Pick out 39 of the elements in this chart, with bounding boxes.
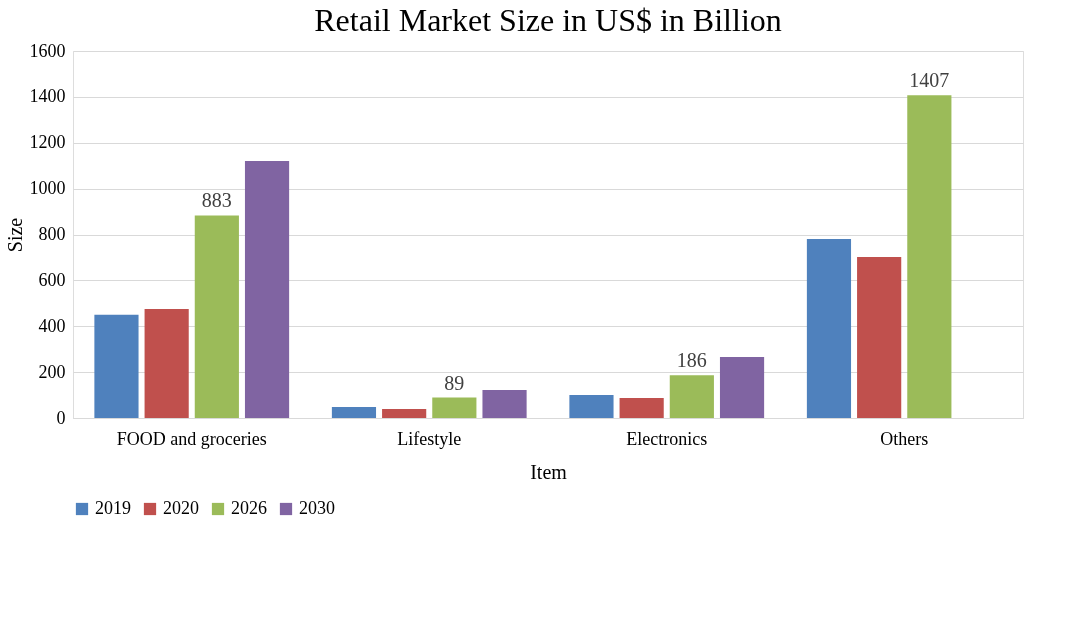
- y-tick-label: 400: [38, 315, 66, 336]
- y-tick-label: 0: [56, 407, 66, 428]
- bar: [432, 397, 477, 418]
- y-tick-label: 800: [38, 224, 66, 244]
- x-tick-label: Electronics: [626, 428, 708, 449]
- y-tick-label: 600: [38, 269, 66, 290]
- y-tick-label: 1000: [29, 178, 66, 199]
- bar: [94, 314, 139, 418]
- x-tick-label: Lifestyle: [397, 428, 462, 449]
- bar: [331, 406, 377, 418]
- bar: [619, 398, 664, 418]
- bar: [382, 409, 427, 418]
- bar: [907, 95, 952, 418]
- bar: [482, 390, 527, 418]
- data-label: 186: [676, 349, 707, 372]
- x-axis-title: Item: [530, 460, 568, 483]
- x-tick-label: FOOD and groceries: [116, 428, 267, 449]
- legend-label: 2020: [163, 498, 199, 518]
- bar: [806, 239, 852, 418]
- y-tick-label: 200: [38, 361, 66, 382]
- bar: [244, 161, 290, 418]
- y-tick-label: 1200: [29, 132, 66, 153]
- data-label: 89: [444, 371, 465, 394]
- chart-title: Retail Market Size in US$ in Billion: [314, 2, 782, 38]
- bar: [719, 356, 765, 418]
- legend-label: 2026: [231, 498, 267, 518]
- y-tick-label: 1600: [29, 40, 66, 61]
- legend-label: 2019: [95, 498, 131, 518]
- data-label: 1407: [909, 69, 950, 92]
- x-tick-label: Others: [880, 428, 929, 449]
- bar: [569, 395, 614, 418]
- bar: [144, 309, 189, 418]
- y-axis-title: Size: [3, 217, 26, 253]
- legend-label: 2030: [299, 498, 335, 518]
- data-label: 883: [201, 189, 232, 212]
- bar: [669, 375, 714, 418]
- y-tick-label: 1400: [29, 86, 66, 107]
- bar: [194, 215, 239, 418]
- bar: [857, 256, 902, 418]
